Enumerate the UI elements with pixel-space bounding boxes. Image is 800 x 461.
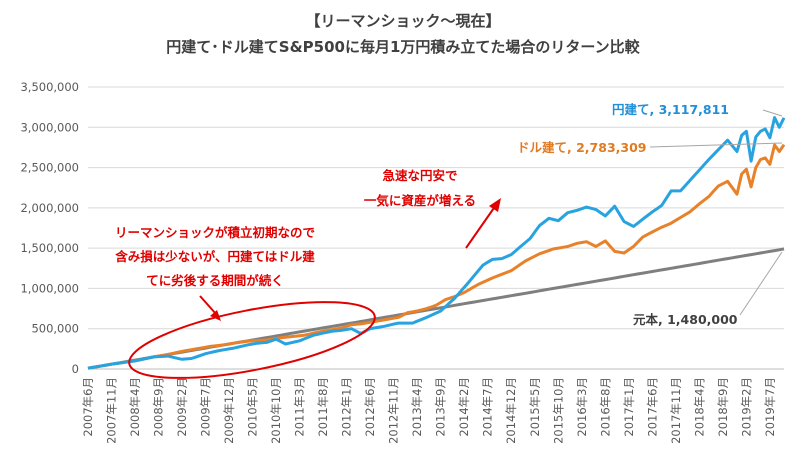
leader-yen (762, 109, 783, 117)
x-tick-label: 2017年6月 (645, 377, 659, 437)
x-tick-label: 2009年12月 (222, 377, 236, 444)
x-tick-label: 2015年5月 (528, 377, 542, 437)
x-tick-label: 2008年9月 (152, 377, 166, 437)
x-tick-label: 2012年1月 (340, 377, 354, 437)
x-tick-label: 2007年6月 (81, 377, 95, 437)
label-yen: 円建て, 3,117,811 (612, 102, 729, 117)
x-tick-label: 2010年10月 (269, 377, 283, 444)
x-tick-label: 2011年3月 (293, 377, 307, 437)
y-tick-label: 2,500,000 (20, 161, 79, 175)
x-tick-label: 2009年2月 (175, 377, 189, 437)
y-axis-ticks: 0 500,000 1,000,000 1,500,000 2,000,000 2,500… (20, 80, 79, 376)
annotation-lehman-line3: てに劣後する期間が続く (146, 273, 284, 288)
x-tick-label: 2019年7月 (763, 377, 777, 437)
series-line-yen (87, 116, 786, 370)
annotation-yen-line2: 一気に資産が増える (364, 193, 476, 208)
y-tick-label: 0 (72, 362, 79, 376)
x-tick-label: 2016年3月 (575, 377, 589, 437)
x-tick-label: 2016年8月 (598, 377, 612, 437)
chart-subtitle: 円建て･ドル建てS&P500に毎月1万円積み立てた場合のリターン比較 (166, 38, 640, 56)
arrow-yen-surge (465, 198, 501, 249)
x-tick-label: 2011年8月 (316, 377, 330, 437)
y-tick-label: 500,000 (31, 322, 79, 336)
arrow-underperform (199, 295, 221, 321)
x-tick-label: 2014年7月 (481, 377, 495, 437)
label-dollar: ドル建て, 2,783,309 (517, 140, 646, 155)
x-tick-label: 2010年5月 (246, 377, 260, 437)
leader-principal (739, 251, 783, 316)
annotation-lehman-line2: 含み損は少ないが、円建てはドル建 (114, 249, 315, 264)
x-tick-label: 2007年11月 (105, 377, 119, 444)
series-lines (87, 116, 786, 370)
y-tick-label: 3,500,000 (20, 80, 79, 94)
x-tick-label: 2008年4月 (128, 377, 142, 437)
y-tick-label: 1,500,000 (20, 241, 79, 255)
annotation-yen-line1: 急速な円安で (382, 168, 457, 183)
gridlines (88, 86, 784, 370)
x-tick-label: 2009年7月 (199, 377, 213, 437)
x-tick-label: 2014年12月 (504, 377, 518, 444)
x-tick-label: 2014年2月 (457, 377, 471, 437)
leader-dollar (649, 142, 783, 148)
x-tick-label: 2017年11月 (669, 377, 683, 444)
x-tick-label: 2019年2月 (739, 377, 753, 437)
x-tick-label: 2013年4月 (410, 377, 424, 437)
x-tick-label: 2012年6月 (363, 377, 377, 437)
y-tick-label: 1,000,000 (20, 281, 79, 295)
x-tick-label: 2012年11月 (387, 377, 401, 444)
x-tick-label: 2018年9月 (716, 377, 730, 437)
x-tick-label: 2015年10月 (551, 377, 565, 444)
label-principal: 元本, 1,480,000 (633, 312, 738, 327)
highlight-ellipse (128, 301, 376, 379)
x-axis-ticks: 2007年6月 2007年11月 2008年4月 2008年9月 2009年2月 2009… (81, 377, 777, 444)
chart-title: 【リーマンショック〜現在】 (305, 12, 500, 30)
y-tick-label: 3,000,000 (20, 120, 79, 134)
x-tick-label: 2017年1月 (622, 377, 636, 437)
x-tick-label: 2018年4月 (692, 377, 706, 437)
annotation-lehman-line1: リーマンショックが積立初期なので (115, 225, 315, 240)
y-tick-label: 2,000,000 (20, 201, 79, 215)
x-tick-label: 2013年9月 (434, 377, 448, 437)
series-line-dollar (87, 143, 786, 370)
